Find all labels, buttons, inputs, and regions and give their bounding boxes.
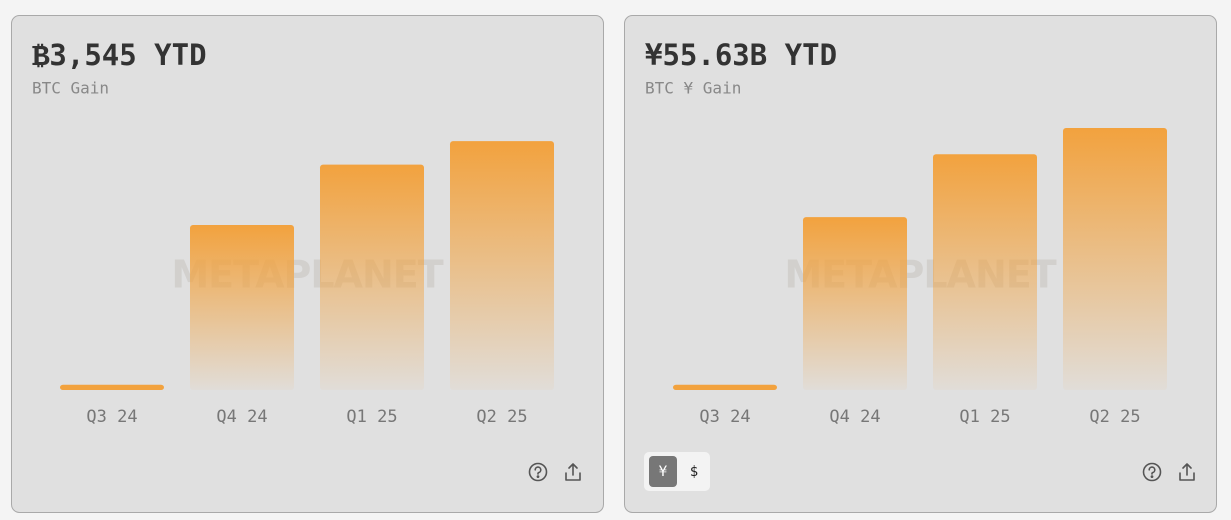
x-tick-label: Q2 25 [476,407,527,427]
x-tick-label: Q1 25 [959,407,1010,427]
help-button[interactable] [528,462,548,482]
x-tick-label: Q2 25 [1089,407,1140,427]
x-tick-label: Q4 24 [829,407,880,427]
bar [673,384,777,390]
bar [320,164,424,390]
card-title: ₿3,545 YTD [32,38,207,72]
bar [1063,128,1167,390]
bar [803,217,907,390]
card-subtitle: BTC ¥ Gain [645,79,741,98]
x-tick-label: Q1 25 [346,407,397,427]
toggle-yen[interactable]: ¥ [659,464,668,480]
share-button[interactable] [1179,463,1195,481]
share-button[interactable] [565,463,581,481]
x-tick-label: Q4 24 [216,407,267,427]
card-subtitle: BTC Gain [32,79,109,98]
bar [60,384,164,390]
bar [190,224,294,390]
help-button[interactable] [1142,462,1162,482]
bar [450,141,554,390]
x-tick-label: Q3 24 [86,407,137,427]
card-title: ¥55.63B YTD [645,38,837,72]
bar [933,154,1037,390]
toggle-usd[interactable]: $ [690,464,698,480]
x-tick-label: Q3 24 [699,407,750,427]
toggle-yen-active[interactable] [649,456,677,487]
